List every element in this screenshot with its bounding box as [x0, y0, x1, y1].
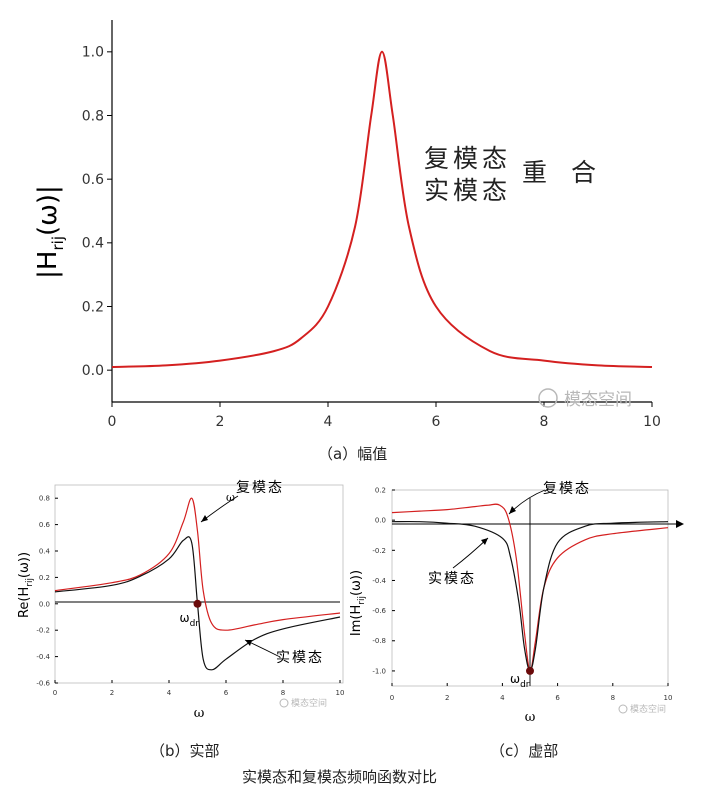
chart-a-ticks: 0 2 4 6 8 10 0.0 0.2 0.4 0.6 0.8 1.0: [82, 45, 661, 430]
chart-c-xtick-label: 0: [390, 694, 394, 702]
chart-a-ytick-label: 0.6: [82, 172, 104, 188]
chart-c-ylabel: Im(Hrij(ω)): [349, 570, 367, 636]
chart-a-ytick-label: 0.0: [82, 363, 104, 379]
chart-c-xtick-label: 8: [611, 694, 615, 702]
chart-c-arrowhead-real: [481, 538, 488, 545]
chart-b-xtick-label: 2: [110, 689, 114, 697]
chart-b-real-part: 0 2 4 6 8 10 -0.6 -0.4 -0.2 0.0 0.2 0.4 0.6 0.8 ωdr R…: [17, 479, 344, 721]
chart-b-ytick-label: 0.2: [39, 574, 50, 582]
chart-c-ytick-label: -1.0: [372, 667, 386, 675]
chart-c-zero-arrowhead: [676, 520, 684, 528]
caption-main: 实模态和复模态频响函数对比: [242, 768, 438, 786]
chart-c-ytick-label: 0.0: [375, 517, 386, 525]
chart-a-series-line: [111, 50, 653, 368]
chart-b-ytick-label: 0.8: [39, 495, 50, 503]
chart-b-xtick-label: 10: [336, 689, 345, 697]
chart-b-legend-complex: 复模态: [236, 479, 284, 496]
chart-c-ticks: 0 2 4 6 8 10 -1.0 -0.8 -0.6 -0.4 -0.2 0.0 0.2: [372, 486, 672, 702]
chart-b-legend-real: 实模态: [276, 650, 324, 666]
chart-a-xtick-label: 4: [324, 414, 333, 430]
chart-b-ytick-label: -0.2: [36, 627, 50, 635]
chart-c-arrowhead-complex: [509, 506, 516, 514]
chart-a-xtick-label: 0: [108, 414, 117, 430]
chart-b-ytick-label: 0.4: [39, 547, 51, 555]
caption-b: （b）实部: [150, 742, 220, 760]
chart-b-arrowhead-complex: [201, 515, 208, 522]
chart-c-real-mode-line: [391, 520, 669, 672]
chart-b-xlabel: ω: [194, 706, 205, 721]
watermark-text: 模态空间: [564, 390, 632, 410]
chart-c-omega-dr-point: [526, 666, 534, 675]
chart-b-ytick-label: -0.4: [36, 653, 50, 661]
chart-c-xtick-label: 6: [555, 694, 560, 702]
chart-c-ytick-label: -0.6: [372, 607, 386, 615]
chart-c-legend-real: 实模态: [428, 571, 476, 587]
caption-c: （c）虚部: [490, 742, 559, 760]
chart-a-ylabel: |Hrij(ω)|: [33, 185, 67, 279]
chart-a-ytick-label: 0.8: [82, 108, 104, 124]
watermark-text: 模态空间: [630, 703, 666, 715]
watermark-b: 模态空间: [279, 697, 327, 709]
chart-b-ytick-label: 0.6: [39, 521, 51, 529]
chart-a-magnitude: 0 2 4 6 8 100.00.20.40.60.81.0 |Hrij(ω)| 复模态 …: [33, 20, 661, 430]
chart-b-complex-mode-line: [54, 497, 341, 631]
chart-c-xtick-label: 10: [664, 694, 673, 702]
chart-a-annotation-real: 实模态: [424, 176, 511, 205]
caption-a: （a）幅值: [318, 445, 388, 463]
chart-a-ytick-label: 1.0: [82, 45, 104, 61]
chart-c-arrow-real: [452, 537, 489, 569]
chart-a-xtick-label: 6: [432, 414, 441, 430]
watermark-logo-icon: [279, 698, 289, 708]
watermark-c: 模态空间: [618, 703, 666, 715]
chart-b-arrow-omega: ω: [226, 491, 235, 504]
chart-b-ticks: 0 2 4 6 8 10 -0.6 -0.4 -0.2 0.0 0.2 0.4 0.6 0.8: [36, 495, 344, 697]
chart-a-annotation-complex: 复模态: [424, 144, 511, 173]
chart-c-xlabel: ω: [525, 710, 536, 725]
watermark-logo-icon: [618, 704, 628, 714]
chart-c-ytick-label: -0.4: [372, 577, 386, 585]
chart-a-ytick-label: 0.2: [82, 299, 104, 315]
chart-b-arrowhead-real: [245, 640, 252, 646]
chart-b-xtick-label: 8: [281, 689, 285, 697]
chart-a-xtick-label: 10: [643, 414, 661, 430]
watermark-text: 模态空间: [291, 697, 327, 709]
chart-b-ylabel: Re(Hrij(ω)): [17, 552, 35, 618]
chart-b-xtick-label: 6: [224, 689, 229, 697]
chart-a-xtick-label: 2: [216, 414, 225, 430]
chart-c-imaginary-part: 0 2 4 6 8 10 -1.0 -0.8 -0.6 -0.4 -0.2 0.0 0.2 ωdr Im…: [349, 480, 684, 725]
chart-b-omega-dr-label: ωdr: [180, 611, 200, 629]
chart-c-ytick-label: -0.8: [372, 637, 386, 645]
chart-c-ytick-label: 0.2: [375, 486, 386, 494]
chart-b-plot-frame: [54, 484, 344, 684]
chart-b-xtick-label: 0: [53, 689, 57, 697]
chart-c-xtick-label: 4: [500, 694, 505, 702]
chart-b-xtick-label: 4: [167, 689, 172, 697]
chart-b-omega-dr-point: [193, 599, 202, 608]
chart-b-ytick-label: 0.0: [39, 600, 50, 608]
watermark-logo-icon: [538, 388, 558, 408]
chart-c-ytick-label: -0.2: [372, 547, 386, 555]
chart-c-omega-dr-label: ωdr: [510, 672, 530, 690]
chart-c-legend-complex: 复模态: [543, 480, 591, 497]
chart-a-xtick-label: 8: [540, 414, 549, 430]
chart-a-ytick-label: 0.4: [82, 236, 104, 252]
chart-c-xtick-label: 2: [445, 694, 449, 702]
chart-c-complex-mode-line: [391, 503, 669, 672]
chart-a-annotation-coincide: 重 合: [522, 158, 604, 187]
watermark-a: 模态空间: [538, 388, 632, 410]
chart-b-ytick-label: -0.6: [36, 679, 50, 687]
